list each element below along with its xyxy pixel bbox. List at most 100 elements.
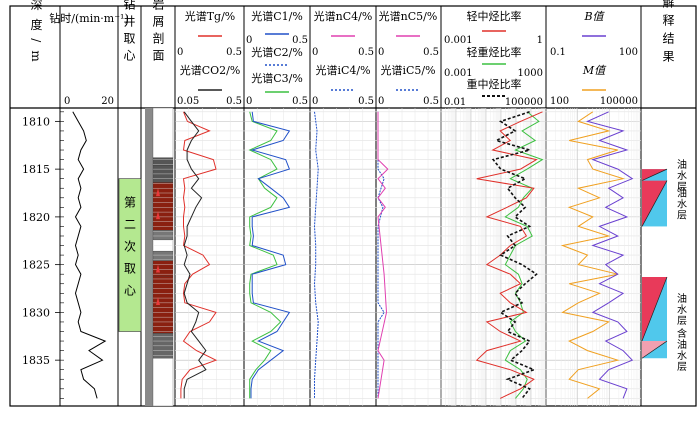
light-heavy-max: 1000 xyxy=(518,68,543,79)
depth-axis: 1810 1815 1820 1825 1830 1835 xyxy=(22,111,64,399)
depth-tick-label: 1810 xyxy=(22,115,50,128)
ic5-label: 光谱iC5/% xyxy=(380,63,435,77)
interp-zone-diagonal xyxy=(641,340,668,359)
grid-lines xyxy=(175,108,641,406)
heavy-medium-max: 100000 xyxy=(505,97,543,108)
depth-tick-label: 1830 xyxy=(22,306,50,319)
interp-zone-label-char: 油 xyxy=(677,292,687,305)
heavy-medium-curve xyxy=(491,111,538,399)
coring-interval-label-char: 心 xyxy=(124,284,136,298)
interp-zone-label-char: 油 xyxy=(677,187,687,200)
chart-frame xyxy=(9,5,697,407)
drill-time-curve xyxy=(72,111,107,399)
interp-zone-label-char: 层 xyxy=(677,210,687,222)
light-medium-max: 1 xyxy=(537,35,543,46)
lithology-band xyxy=(152,230,174,240)
interp-zone-diagonal xyxy=(641,276,668,342)
interp-zone-diagonal xyxy=(641,168,668,181)
tg-curve xyxy=(180,111,218,399)
coring-interval-label-char: 第 xyxy=(124,196,136,210)
heavy-medium-min: 0.01 xyxy=(444,97,466,108)
lithology-band xyxy=(152,275,174,334)
depth-tick-label: 1815 xyxy=(22,163,50,176)
c1-label: 光谱C1/% xyxy=(251,9,303,23)
nc5-curve xyxy=(377,111,389,399)
c1-range-max: 0.5 xyxy=(292,35,308,46)
light-heavy-label: 轻重烃比率 xyxy=(467,45,522,59)
drill-time-min: 0 xyxy=(64,96,70,107)
co2-range-min: 0.05 xyxy=(177,96,199,107)
m-range-min: 100 xyxy=(550,96,569,107)
co2-range-max: 0.5 xyxy=(226,96,242,107)
co2-curve xyxy=(183,111,207,399)
interp-zone-label-char: 层 xyxy=(677,181,687,193)
interp-zone-label-char: 含 xyxy=(677,327,687,340)
heavy-medium-label: 重中烃比率 xyxy=(467,77,522,91)
light-heavy-min: 0.001 xyxy=(444,68,473,79)
oil-show-marker xyxy=(156,297,160,306)
lithology-sidebar xyxy=(145,108,153,406)
c2-label: 光谱C2/% xyxy=(251,45,303,59)
coring-header: 钻井取心 xyxy=(122,0,136,66)
interp-zone-label-char: 水 xyxy=(677,350,687,362)
lithology-column xyxy=(145,107,174,407)
c3-range-min: 0 xyxy=(246,96,252,107)
lithology-band xyxy=(152,182,174,231)
nc5-range-max: 0.5 xyxy=(423,47,439,58)
c3-curve xyxy=(248,111,282,399)
interp-zone-label-char: 水 xyxy=(677,304,687,316)
co2-label: 光谱CO2/% xyxy=(180,63,241,77)
depth-tick-label: 1825 xyxy=(22,259,50,272)
interp-zone-label-char: 层 xyxy=(677,361,687,373)
interp-zone-label-char: 层 xyxy=(677,315,687,327)
c3-range-max: 0.5 xyxy=(292,96,308,107)
drill-time-max: 20 xyxy=(101,96,114,107)
depth-tick-label: 1820 xyxy=(22,211,50,224)
nc4-label: 光谱nC4/% xyxy=(314,9,373,23)
m-value-curve xyxy=(560,111,626,399)
tg-range-max: 0.5 xyxy=(226,47,242,58)
tg-label: 光谱Tg/% xyxy=(185,9,236,23)
coring-interval-label-char: 次 xyxy=(124,240,136,254)
depth-tick-label: 1835 xyxy=(22,354,50,367)
c1-curve xyxy=(250,111,291,399)
lithology-band xyxy=(152,260,174,277)
coring-interval-label-char: 取 xyxy=(124,262,136,276)
nc4-range-min: 0 xyxy=(312,47,318,58)
coring-interval-label-char: 二 xyxy=(124,218,136,232)
tg-range-min: 0 xyxy=(177,47,183,58)
drill-time-header: 钻时/(min·m⁻¹) xyxy=(49,11,128,25)
interp-zone-label-char: 水 xyxy=(677,199,687,211)
ic5-curve xyxy=(377,111,385,399)
interp-zone-diagonal xyxy=(641,180,668,227)
nc4-range-max: 0.5 xyxy=(358,47,374,58)
nc5-label: 光谱nC5/% xyxy=(379,9,438,23)
interp-zone-label-char: 油 xyxy=(677,158,687,171)
b-range-min: 0.1 xyxy=(550,47,566,58)
m-label: M值 xyxy=(582,64,607,77)
b-label: B值 xyxy=(583,10,605,23)
c3-label: 光谱C3/% xyxy=(251,71,303,85)
interp-zone-label-char: 水 xyxy=(677,170,687,182)
b-value-curve xyxy=(586,111,634,399)
coring-interval xyxy=(118,178,142,332)
lithology-band xyxy=(152,358,174,407)
light-medium-min: 0.001 xyxy=(444,35,473,46)
ic4-range-max: 0.5 xyxy=(358,96,374,107)
log-curves xyxy=(72,111,634,399)
ic5-range-max: 0.5 xyxy=(423,96,439,107)
ic5-range-min: 0 xyxy=(378,96,384,107)
c1-range-min: 0 xyxy=(246,35,252,46)
ic4-curve xyxy=(313,111,319,399)
light-medium-label: 轻中烃比率 xyxy=(467,9,522,23)
oil-show-marker xyxy=(156,188,160,197)
interp-zone-label-char: 油 xyxy=(677,338,687,351)
lithology-header: 岩屑剖面 xyxy=(151,0,165,66)
m-range-max: 100000 xyxy=(600,96,638,107)
light-heavy-curve xyxy=(504,111,544,399)
oil-show-marker xyxy=(156,211,160,220)
depth-header: 深度/m xyxy=(29,0,43,70)
